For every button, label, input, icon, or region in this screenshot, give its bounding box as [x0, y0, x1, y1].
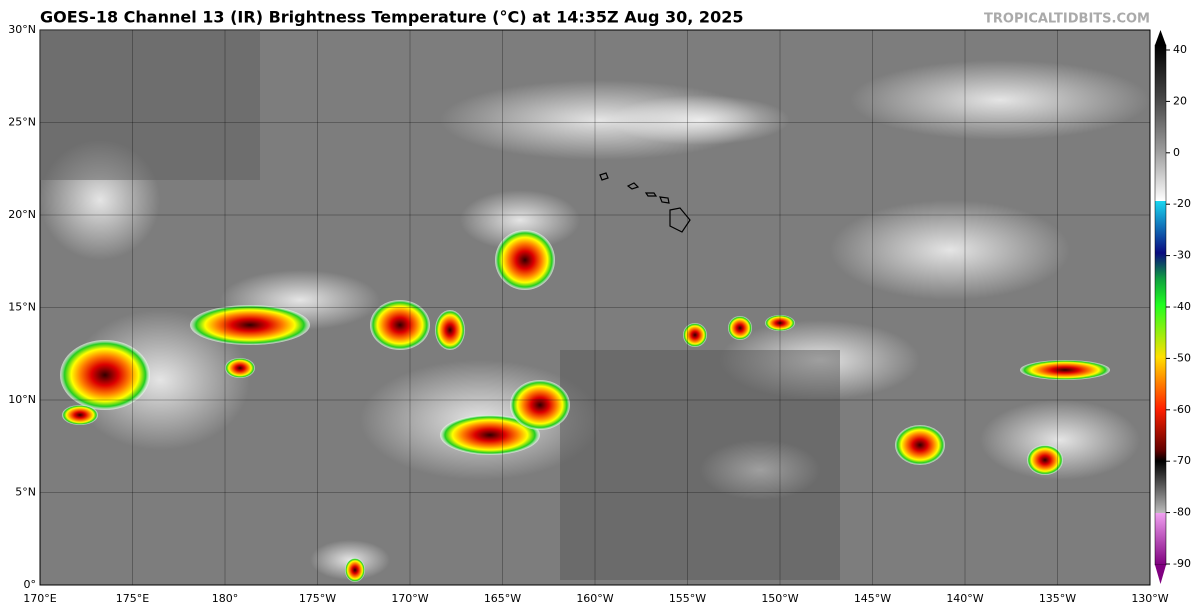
colorbar-tick-label: -20	[1173, 197, 1191, 210]
colorbar-tick-label: -70	[1173, 454, 1191, 467]
cloud	[830, 200, 1070, 300]
dry-region	[40, 30, 260, 180]
colorbar-tick-label: -50	[1173, 351, 1191, 364]
colorbar-tick-label: -40	[1173, 300, 1191, 313]
lon-label: 175°W	[299, 592, 336, 605]
lat-label: 10°N	[8, 393, 36, 406]
title: GOES-18 Channel 13 (IR) Brightness Tempe…	[40, 8, 743, 27]
lon-label: 170°E	[23, 592, 56, 605]
convective-cell	[728, 316, 752, 340]
hawaii	[599, 172, 691, 233]
lat-label: 20°N	[8, 208, 36, 221]
convective-cell	[345, 558, 365, 582]
satellite-imagery	[40, 30, 1150, 582]
colorbar-tick-label: -30	[1173, 249, 1191, 262]
convective-cell	[190, 305, 310, 345]
convective-cell	[435, 310, 465, 350]
lon-label: 140°W	[946, 592, 983, 605]
convective-cell	[1027, 445, 1063, 475]
convective-cell	[765, 315, 795, 331]
convective-cell	[1020, 360, 1110, 380]
colorbar-tick-label: -80	[1173, 506, 1191, 519]
convective-cell	[495, 230, 555, 290]
colorbar-tick-label: 40	[1173, 43, 1187, 56]
colorbar-tick-label: 0	[1173, 146, 1180, 159]
lon-label: 175°E	[116, 592, 149, 605]
lon-label: 180°	[212, 592, 239, 605]
convective-cell	[683, 323, 707, 347]
lon-label: 130°W	[1131, 592, 1168, 605]
dry-region	[560, 350, 840, 580]
convective-cell	[440, 415, 540, 455]
credit: TROPICALTIDBITS.COM	[984, 12, 1150, 27]
convective-cell	[60, 340, 150, 410]
convective-cell	[510, 380, 570, 430]
lon-label: 135°W	[1039, 592, 1076, 605]
colorbar-tick-label: 20	[1173, 94, 1187, 107]
cloud	[980, 400, 1140, 480]
cloud	[850, 60, 1150, 140]
colorbar-max-arrow	[1155, 30, 1166, 45]
lon-label: 150°W	[761, 592, 798, 605]
colorbar-tick-label: -60	[1173, 403, 1191, 416]
lat-label: 30°N	[8, 23, 36, 36]
colorbar-tick-label: -90	[1173, 557, 1191, 570]
lat-label: 5°N	[15, 486, 36, 499]
convective-cell	[370, 300, 430, 350]
lon-label: 165°W	[484, 592, 521, 605]
cloud	[610, 95, 790, 145]
lon-label: 155°W	[669, 592, 706, 605]
colorbar	[1154, 44, 1167, 566]
lat-label: 25°N	[8, 116, 36, 129]
lon-label: 160°W	[576, 592, 613, 605]
convective-cell	[62, 405, 98, 425]
lon-label: 145°W	[854, 592, 891, 605]
convective-cell	[895, 425, 945, 465]
lon-label: 170°W	[391, 592, 428, 605]
lat-label: 15°N	[8, 301, 36, 314]
lat-label: 0°	[24, 578, 37, 591]
cloud	[460, 190, 580, 250]
graticule: 30°N 25°N 20°N 15°N 10°N 5°N 0°170°E 175°E 180° 1…	[8, 23, 1169, 605]
convective-cell	[225, 358, 255, 378]
colorbar-min-arrow	[1155, 565, 1166, 584]
